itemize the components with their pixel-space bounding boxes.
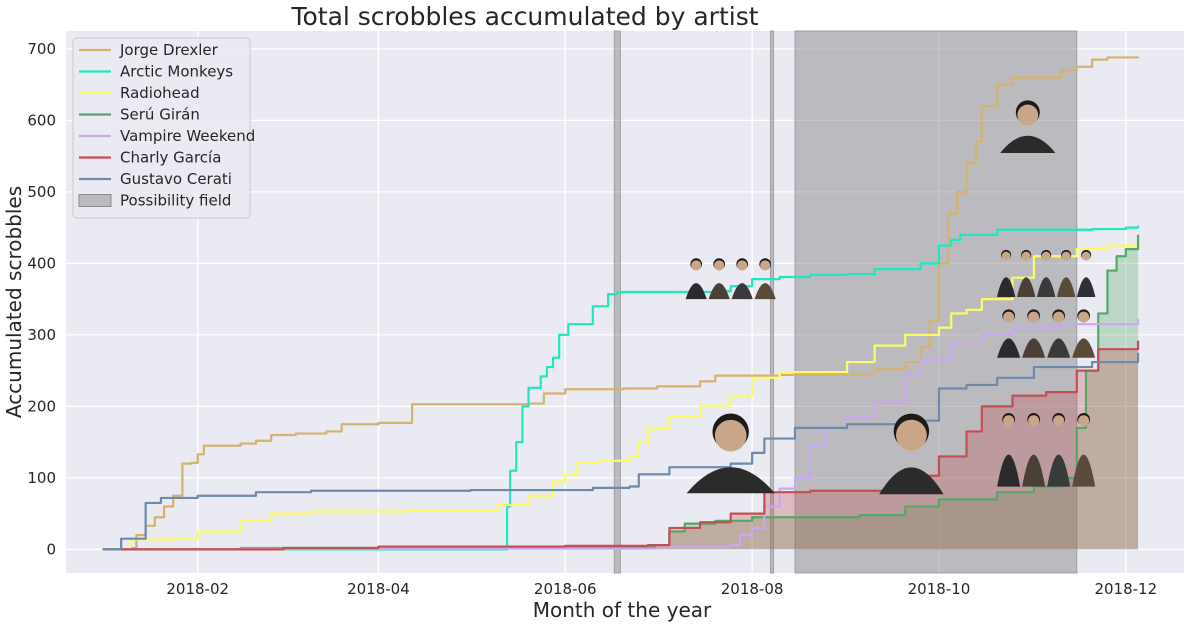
portrait-charly-garcia-icon	[879, 413, 944, 495]
photo-face	[1028, 311, 1040, 323]
series-line-jorge-drexler	[102, 56, 1140, 551]
x-tick-label: 2018-04	[347, 580, 410, 598]
legend-item-charly-garcia: Charly García	[79, 149, 221, 167]
photo-face	[1053, 415, 1065, 427]
y-tick-label: 700	[27, 40, 56, 58]
portrait-arctic-monkeys-icon	[685, 258, 776, 300]
possibility-field-region	[769, 30, 775, 574]
y-tick-label: 0	[46, 540, 56, 558]
legend-item-vampire-weekend: Vampire Weekend	[79, 127, 255, 145]
legend-label: Charly García	[120, 149, 221, 167]
photo-body	[1022, 338, 1046, 358]
photo-face	[1028, 415, 1040, 427]
x-axis-title: Month of the year	[533, 598, 712, 622]
photo-body	[1036, 277, 1056, 297]
legend-label: Serú Girán	[120, 106, 200, 124]
photo-face	[1081, 251, 1091, 261]
portrait-jorge-drexler-icon	[1000, 100, 1056, 153]
portrait-radiohead-icon	[996, 249, 1096, 297]
photo-body	[1000, 135, 1056, 153]
photo-body	[754, 283, 776, 300]
legend: Jorge Drexler Arctic Monkeys Radiohead Serú…	[72, 37, 255, 219]
photo-body	[879, 467, 944, 495]
photo-face	[737, 260, 748, 271]
photo-body	[686, 467, 775, 494]
photo-body	[685, 283, 707, 300]
photo-body	[1047, 454, 1071, 487]
series-line-gustavo-cerati	[102, 352, 1140, 551]
chart-title: Total scrobbles accumulated by artist	[290, 2, 758, 31]
photo-body	[997, 338, 1021, 358]
photo-face	[714, 419, 747, 452]
photo-body	[1047, 338, 1071, 358]
y-tick-labels: 0 100 200 300 400 500 600 700	[27, 40, 56, 559]
fill-seru-giran	[102, 234, 1139, 550]
photo-body	[1076, 277, 1096, 297]
photo-body	[997, 454, 1021, 487]
y-tick-label: 500	[27, 183, 56, 201]
x-tick-label: 2018-06	[534, 580, 597, 598]
photo-body	[1016, 277, 1036, 297]
legend-label: Gustavo Cerati	[120, 170, 232, 188]
photo-face	[691, 260, 702, 271]
photo-body	[996, 277, 1016, 297]
legend-item-possibility-field: Possibility field	[78, 192, 231, 210]
photo-face	[1017, 104, 1039, 126]
y-tick-label: 200	[27, 397, 56, 415]
legend-label: Arctic Monkeys	[120, 63, 233, 81]
y-tick-label: 300	[27, 326, 56, 344]
photo-face	[760, 260, 771, 271]
y-tick-label: 100	[27, 469, 56, 487]
x-tick-label: 2018-10	[908, 580, 971, 598]
series-fills	[102, 234, 1139, 550]
photo-body	[708, 283, 730, 300]
photo-face	[1001, 251, 1011, 261]
photo-face	[1078, 415, 1090, 427]
photo-face	[1003, 415, 1015, 427]
photo-face	[895, 419, 927, 451]
legend-item-arctic-monkeys: Arctic Monkeys	[79, 63, 233, 81]
legend-frame	[72, 37, 251, 219]
legend-item-jorge-drexler: Jorge Drexler	[79, 41, 219, 59]
legend-label: Possibility field	[120, 192, 231, 210]
legend-item-gustavo-cerati: Gustavo Cerati	[79, 170, 232, 188]
photo-face	[1061, 251, 1071, 261]
x-tick-label: 2018-08	[721, 580, 784, 598]
photo-body	[1056, 277, 1076, 297]
y-tick-label: 400	[27, 254, 56, 272]
photo-face	[1078, 311, 1090, 323]
photo-body	[731, 283, 753, 300]
photo-body	[1022, 454, 1046, 487]
photo-face	[714, 260, 725, 271]
photo-face	[1053, 311, 1065, 323]
series-line-vampire-weekend	[102, 319, 1140, 551]
legend-label: Jorge Drexler	[119, 41, 219, 59]
x-tick-label: 2018-12	[1094, 580, 1157, 598]
artist-photos	[685, 100, 1096, 495]
photo-face	[1041, 251, 1051, 261]
photo-face	[1021, 251, 1031, 261]
photo-face	[1003, 311, 1015, 323]
y-tick-label: 600	[27, 111, 56, 129]
portrait-gustavo-cerati-icon	[686, 413, 775, 494]
x-tick-labels: 2018-02 2018-04 2018-06 2018-08 2018-10 2018-…	[166, 580, 1157, 598]
legend-label: Radiohead	[120, 84, 200, 102]
series-line-radiohead	[102, 243, 1140, 551]
legend-item-seru-giran: Serú Girán	[79, 106, 200, 124]
legend-swatch	[78, 194, 112, 207]
photo-body	[1072, 454, 1096, 487]
fill-charly-garcia	[102, 340, 1139, 550]
series-lines	[102, 56, 1140, 551]
photo-body	[1072, 338, 1096, 358]
legend-label: Vampire Weekend	[120, 127, 255, 145]
portrait-seru-giran-icon	[997, 413, 1096, 487]
legend-item-radiohead: Radiohead	[79, 84, 200, 102]
y-axis-title: Accumulated scrobbles	[2, 186, 26, 418]
x-tick-label: 2018-02	[166, 580, 229, 598]
possibility-field-region	[613, 30, 621, 574]
portrait-vampire-weekend-icon	[997, 309, 1096, 358]
